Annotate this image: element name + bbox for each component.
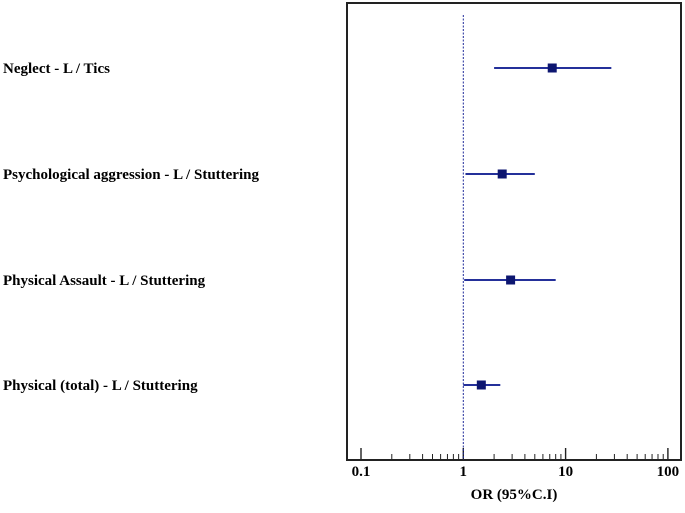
row-label: Neglect - L / Tics <box>3 61 110 77</box>
or-marker <box>547 63 557 73</box>
x-tick-label: 0.1 <box>352 464 371 480</box>
or-marker <box>476 380 486 390</box>
study-rows: Neglect - L / Tics Psychological aggressi… <box>3 61 612 394</box>
x-axis-ticks <box>360 448 669 460</box>
forest-row: Psychological aggression - L / Stutterin… <box>3 167 535 183</box>
x-tick-label: 10 <box>558 464 573 480</box>
forest-row: Physical Assault - L / Stuttering <box>3 273 556 289</box>
or-marker <box>506 275 516 285</box>
or-marker <box>497 169 507 179</box>
x-tick-label: 100 <box>657 464 680 480</box>
row-label: Physical (total) - L / Stuttering <box>3 378 198 394</box>
x-axis-title: OR (95%C.I) <box>471 487 558 503</box>
row-label: Psychological aggression - L / Stutterin… <box>3 167 259 183</box>
forest-row: Physical (total) - L / Stuttering <box>3 378 501 394</box>
plot-frame <box>346 2 682 461</box>
forest-row: Neglect - L / Tics <box>3 61 612 77</box>
x-tick-labels: 0.1 1 10 100 <box>352 464 680 480</box>
row-label: Physical Assault - L / Stuttering <box>3 273 206 289</box>
x-tick-label: 1 <box>460 464 468 480</box>
